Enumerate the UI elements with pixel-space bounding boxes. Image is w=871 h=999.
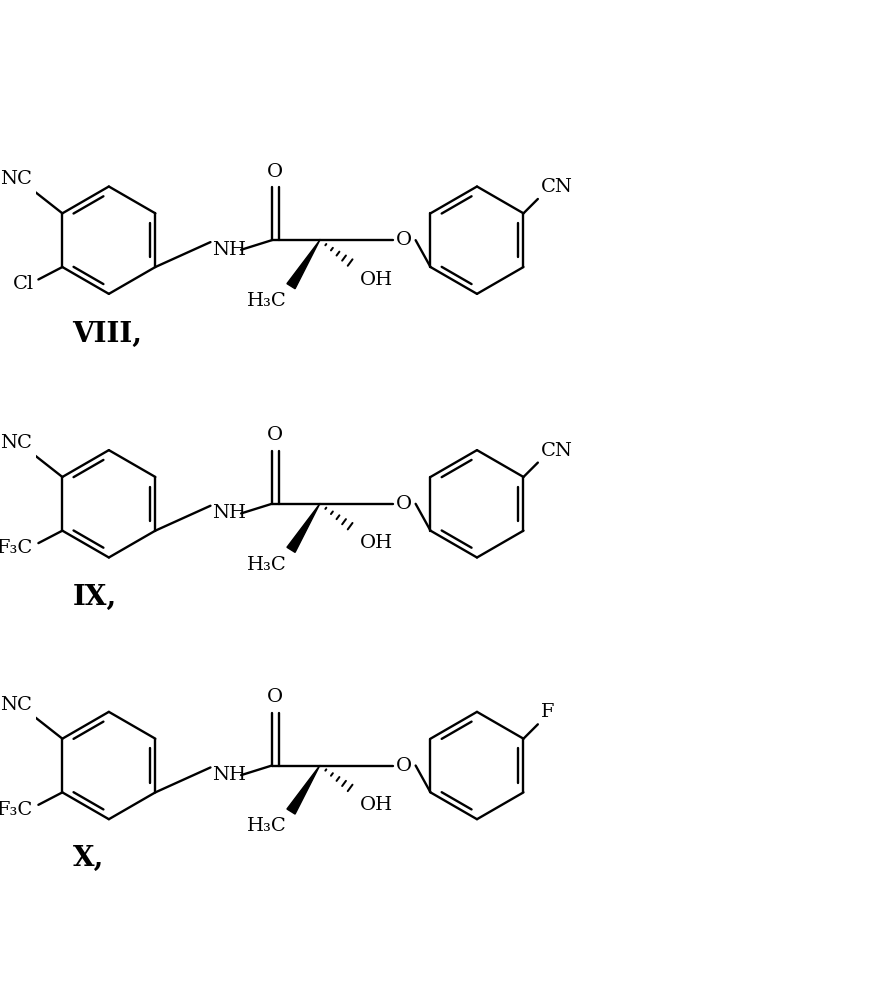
- Text: H₃C: H₃C: [246, 817, 287, 835]
- Text: O: O: [396, 756, 412, 774]
- Text: NH: NH: [213, 241, 246, 259]
- Text: F₃C: F₃C: [0, 538, 34, 556]
- Text: OH: OH: [360, 271, 393, 289]
- Text: F₃C: F₃C: [0, 800, 34, 818]
- Text: O: O: [396, 495, 412, 512]
- Polygon shape: [287, 503, 320, 552]
- Polygon shape: [287, 765, 320, 814]
- Text: VIII,: VIII,: [72, 321, 143, 348]
- Text: CN: CN: [541, 178, 572, 196]
- Text: NC: NC: [0, 695, 31, 713]
- Text: NH: NH: [213, 504, 246, 522]
- Text: OH: OH: [360, 796, 393, 814]
- Text: NC: NC: [0, 434, 31, 452]
- Text: F: F: [541, 703, 554, 721]
- Text: Cl: Cl: [12, 276, 34, 294]
- Text: NC: NC: [0, 171, 31, 189]
- Text: X,: X,: [72, 845, 104, 872]
- Text: IX,: IX,: [72, 584, 117, 611]
- Text: H₃C: H₃C: [246, 292, 287, 310]
- Text: O: O: [267, 688, 283, 706]
- Text: O: O: [267, 163, 283, 181]
- Polygon shape: [287, 240, 320, 289]
- Text: OH: OH: [360, 534, 393, 552]
- Text: O: O: [396, 231, 412, 249]
- Text: O: O: [267, 427, 283, 445]
- Text: CN: CN: [541, 442, 572, 460]
- Text: H₃C: H₃C: [246, 555, 287, 573]
- Text: NH: NH: [213, 766, 246, 784]
